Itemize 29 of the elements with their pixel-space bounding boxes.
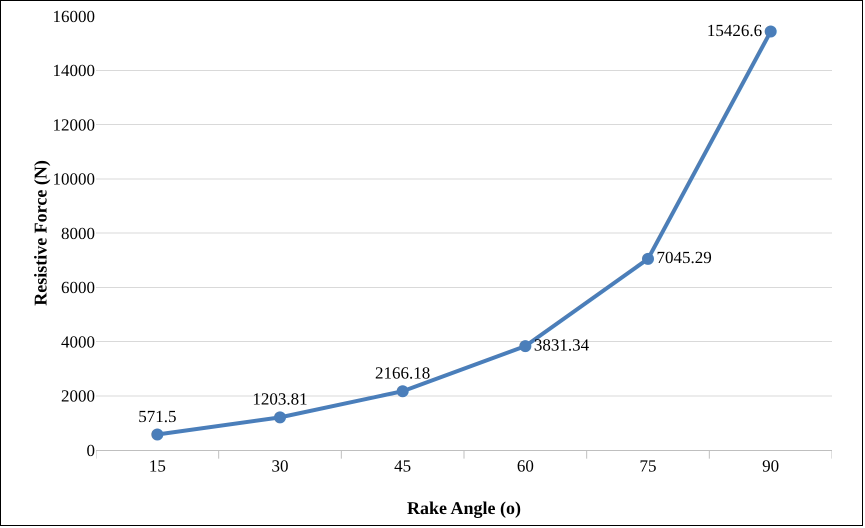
x-tick-label: 15 [148, 456, 166, 476]
data-label: 3831.34 [534, 335, 590, 354]
data-label: 7045.29 [656, 248, 712, 268]
data-label: 571.5 [138, 406, 176, 426]
y-tick-label: 4000 [61, 332, 95, 352]
x-tick-label: 75 [640, 456, 656, 476]
point [519, 340, 532, 352]
x-tick-label: 45 [394, 456, 412, 476]
data-label: 15426.6 [706, 20, 762, 40]
y-tick-label: 6000 [61, 278, 95, 298]
y-tick-label: 16000 [52, 6, 95, 26]
y-tick-label: 0 [86, 440, 95, 460]
y-tick-label: 10000 [52, 170, 95, 189]
y-tick-label: 2000 [61, 386, 95, 406]
point [274, 411, 286, 424]
y-tick-label: 12000 [52, 115, 95, 134]
point [764, 26, 777, 38]
data-label: 1203.81 [252, 390, 308, 409]
data-label: 2166.18 [375, 363, 430, 382]
x-tick-label: 30 [272, 456, 288, 476]
y-axis-title: Resistive Force (N) [30, 160, 50, 306]
y-tick-label: 8000 [61, 224, 95, 243]
point [396, 385, 409, 398]
y-tick-label: 14000 [52, 61, 95, 80]
x-tick-label: 60 [516, 456, 534, 476]
point [642, 252, 654, 265]
x-axis-title: Rake Angle (o) [407, 498, 521, 518]
point [151, 428, 164, 440]
x-tick-label: 90 [762, 456, 780, 476]
